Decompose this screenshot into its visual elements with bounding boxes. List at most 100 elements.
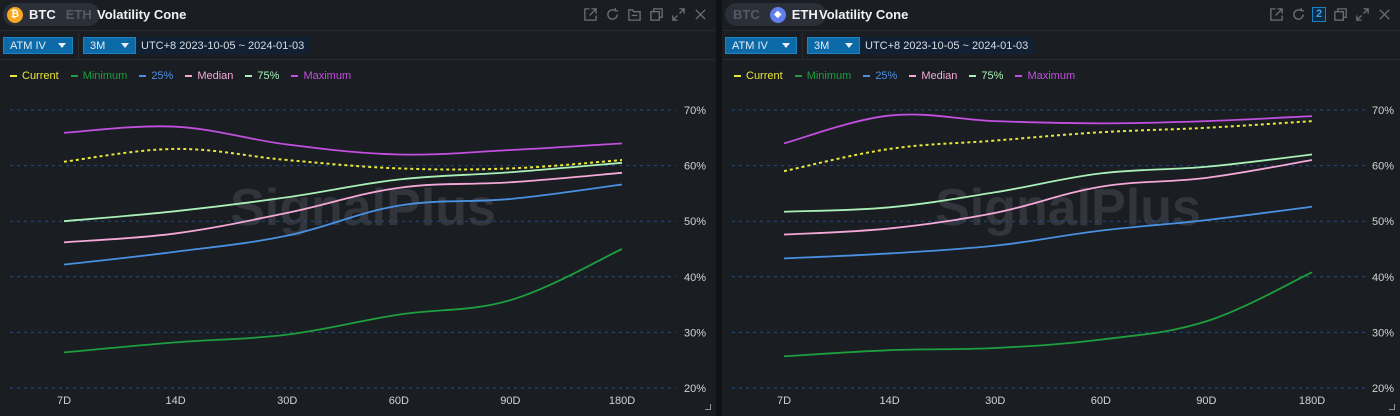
legend-item-maximum[interactable]: Maximum — [1015, 70, 1075, 82]
coin-option-eth[interactable]: ETH — [791, 7, 818, 22]
coin-option-eth[interactable]: ETH — [65, 7, 92, 22]
x-tick-label: 7D — [57, 395, 71, 407]
expand-icon[interactable] — [1354, 6, 1370, 22]
legend-item-minimum[interactable]: Minimum — [70, 70, 128, 82]
x-tick-label: 60D — [1091, 395, 1111, 407]
panel-title: Volatility Cone — [819, 7, 909, 22]
period-select[interactable]: 3M — [807, 37, 860, 54]
series-line-75pct[interactable] — [63, 161, 623, 223]
series-line-minimum[interactable] — [63, 248, 623, 354]
coin-toggle[interactable]: ₿ BTC ETH — [3, 3, 100, 26]
series-line-minimum[interactable] — [783, 271, 1313, 358]
chevron-down-icon — [121, 43, 129, 48]
legend-swatch — [734, 75, 741, 77]
legend-label: 75% — [257, 70, 280, 82]
x-tick-label: 30D — [277, 395, 297, 407]
close-icon[interactable] — [692, 6, 708, 22]
y-tick-label: 50% — [1372, 216, 1394, 228]
y-tick-label: 30% — [684, 327, 706, 339]
duplicate-icon[interactable] — [648, 6, 664, 22]
refresh-icon[interactable] — [1290, 6, 1306, 22]
legend-label: Median — [197, 70, 234, 82]
legend-swatch — [1015, 75, 1023, 77]
bitcoin-icon: ₿ — [7, 6, 23, 23]
expand-icon[interactable] — [670, 6, 686, 22]
legend-item-75pct[interactable]: 75% — [969, 70, 1003, 82]
legend-swatch — [139, 75, 147, 77]
legend-item-median[interactable]: Median — [909, 70, 957, 82]
chevron-down-icon — [782, 43, 790, 48]
legend-swatch — [245, 75, 253, 77]
x-tick-label: 180D — [609, 395, 635, 407]
btc-volatility-chart: SignalPlus 20% 30% 40% 50% 60% 70% 7D 14D 30D 60D 9… — [10, 105, 706, 407]
ethereum-icon: ◆ — [769, 6, 786, 23]
legend-label: Median — [921, 70, 958, 82]
y-tick-label: 20% — [1372, 383, 1394, 395]
x-tick-label: 14D — [880, 395, 900, 407]
coin-option-btc[interactable]: BTC — [733, 7, 760, 22]
legend-label: Minimum — [82, 70, 128, 82]
coin-option-btc[interactable]: BTC — [29, 7, 56, 22]
legend-swatch — [10, 75, 17, 77]
external-link-icon[interactable] — [1268, 6, 1284, 22]
panel-actions: 2 — [1268, 6, 1392, 22]
chevron-down-icon — [58, 43, 66, 48]
legend-swatch — [969, 75, 977, 77]
series-line-current[interactable] — [63, 147, 623, 171]
panel-header: ₿ BTC ETH Volatility Cone — [0, 0, 716, 31]
period-select[interactable]: 3M — [83, 37, 136, 54]
metric-select[interactable]: ATM IV — [725, 37, 797, 54]
badge-2-icon[interactable]: 2 — [1312, 6, 1326, 22]
legend-swatch — [863, 75, 871, 77]
y-tick-label: 40% — [684, 272, 706, 284]
legend-label: Current — [22, 70, 59, 82]
close-icon[interactable] — [1376, 6, 1392, 22]
legend-item-25pct[interactable]: 25% — [139, 70, 173, 82]
legend-swatch — [909, 75, 917, 77]
x-tick-label: 7D — [777, 395, 791, 407]
refresh-icon[interactable] — [604, 6, 620, 22]
duplicate-icon[interactable] — [1332, 6, 1348, 22]
y-tick-label: 60% — [1372, 161, 1394, 173]
panel-divider[interactable] — [716, 0, 722, 416]
x-tick-label: 90D — [1196, 395, 1216, 407]
period-select-value: 3M — [90, 39, 106, 52]
legend-swatch — [70, 75, 78, 77]
legend-item-25pct[interactable]: 25% — [863, 70, 897, 82]
series-line-maximum[interactable] — [63, 125, 623, 156]
series-line-25pct[interactable] — [63, 183, 623, 266]
external-link-icon[interactable] — [582, 6, 598, 22]
resize-handle[interactable] — [705, 404, 711, 410]
metric-select-value: ATM IV — [10, 39, 46, 52]
x-tick-label: 180D — [1299, 395, 1325, 407]
resize-handle[interactable] — [1389, 404, 1395, 410]
series-line-75pct[interactable] — [783, 153, 1313, 213]
coin-toggle[interactable]: BTC ◆ ETH — [725, 3, 826, 26]
eth-volatility-cone-panel: BTC ◆ ETH Volatility Cone 2 ATM IV 3M UT… — [722, 0, 1400, 416]
period-select-value: 3M — [814, 39, 830, 52]
legend-item-maximum[interactable]: Maximum — [291, 70, 351, 82]
metric-select[interactable]: ATM IV — [3, 37, 73, 54]
series-line-maximum[interactable] — [783, 113, 1313, 145]
y-tick-label: 30% — [1372, 327, 1394, 339]
toolbar-divider — [78, 32, 79, 60]
folder-icon[interactable] — [626, 6, 642, 22]
legend-item-current[interactable]: Current — [734, 70, 783, 82]
y-tick-label: 60% — [684, 161, 706, 173]
date-range[interactable]: UTC+8 2023-10-05 ~ 2024-01-03 — [136, 37, 310, 54]
series-line-25pct[interactable] — [783, 205, 1313, 260]
series-line-median[interactable] — [783, 159, 1313, 236]
series-line-current[interactable] — [783, 120, 1313, 173]
date-range[interactable]: UTC+8 2023-10-05 ~ 2024-01-03 — [860, 37, 1034, 54]
legend-item-median[interactable]: Median — [185, 70, 233, 82]
legend-item-75pct[interactable]: 75% — [245, 70, 279, 82]
legend-label: 75% — [981, 70, 1004, 82]
legend-item-minimum[interactable]: Minimum — [794, 70, 852, 82]
legend-item-current[interactable]: Current — [10, 70, 59, 82]
watermark: SignalPlus — [230, 179, 496, 237]
chart-legend: Current Minimum 25% Median 75% Maximum — [734, 70, 1075, 82]
chevron-down-icon — [845, 43, 853, 48]
legend-label: Maximum — [1027, 70, 1076, 82]
legend-label: Minimum — [806, 70, 852, 82]
series-line-median[interactable] — [63, 171, 623, 244]
